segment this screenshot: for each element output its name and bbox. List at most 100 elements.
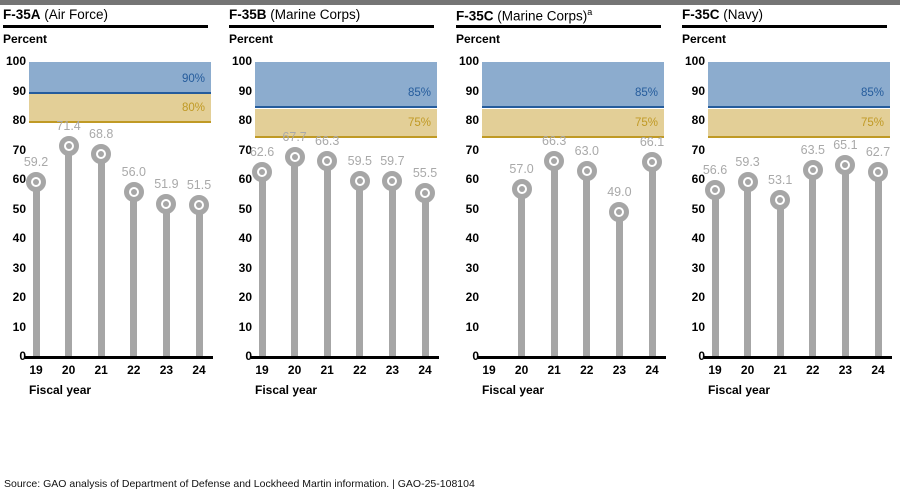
y-tick-label: 90 <box>12 83 26 98</box>
marker-center-dot <box>33 179 39 186</box>
y-tick-label: 40 <box>691 231 705 245</box>
y-tick-label: 20 <box>12 290 26 304</box>
marker-center-dot <box>875 169 881 176</box>
y-tick-label: 50 <box>691 201 705 216</box>
marker-center-dot <box>422 190 428 197</box>
y-tick-label: 80 <box>12 113 26 127</box>
panel-title-aircraft: F-35B <box>229 7 267 22</box>
lollipop-stem <box>615 212 623 357</box>
y-tick-label: 10 <box>238 319 252 334</box>
panel-title-footnote-marker: a <box>587 7 593 17</box>
panel-title-service: (Marine Corps) <box>493 8 588 24</box>
x-axis-line <box>478 356 666 359</box>
minimum-target-band-label: 75% <box>407 116 431 129</box>
x-axis-line <box>704 356 892 359</box>
y-tick-label: 80 <box>238 113 252 127</box>
x-tick-label: 22 <box>127 363 141 377</box>
x-tick-label: 20 <box>61 363 76 377</box>
data-value-label: 66.3 <box>315 134 340 149</box>
data-value-label: 67.7 <box>282 130 307 145</box>
data-value-label: 49.0 <box>607 185 632 200</box>
y-axis-title: Percent <box>456 32 501 46</box>
marker-center-dot <box>842 161 849 168</box>
lollipop-stem <box>874 172 882 357</box>
x-tick-label: 23 <box>385 363 400 377</box>
lollipop-stem <box>744 182 752 357</box>
mission-capable-rate-marker <box>349 171 370 192</box>
mission-capable-rate-marker <box>770 190 791 211</box>
x-tick-label: 24 <box>871 363 885 377</box>
data-value-label: 62.6 <box>249 145 275 160</box>
y-tick-label: 10 <box>465 319 479 334</box>
x-axis-title: Fiscal year <box>482 383 545 397</box>
y-tick-label: 90 <box>465 83 479 98</box>
x-axis-line <box>251 356 439 359</box>
data-value-label: 51.9 <box>154 176 179 191</box>
panel-title-service: (Air Force) <box>40 7 109 22</box>
y-tick-label: 70 <box>691 142 705 157</box>
marker-center-dot <box>65 143 72 150</box>
y-tick-label: 10 <box>12 319 26 334</box>
marker-center-dot <box>196 202 202 209</box>
lollipop-stem <box>711 190 719 357</box>
y-tick-label: 0 <box>698 349 705 363</box>
objective-target-band <box>29 62 211 94</box>
x-tick-label: 24 <box>418 363 432 377</box>
y-tick-label: 20 <box>691 290 705 304</box>
objective-target-band <box>255 62 437 109</box>
panel-title: F-35A (Air Force) <box>3 7 108 22</box>
lollipop-stem <box>518 188 526 357</box>
marker-center-dot <box>777 197 784 204</box>
x-axis-line <box>25 356 213 359</box>
y-tick-label: 50 <box>465 201 479 216</box>
mission-capable-rate-marker <box>609 202 630 223</box>
objective-target-band-label: 85% <box>407 87 431 100</box>
y-tick-label: 60 <box>465 172 479 186</box>
mission-capable-rate-marker <box>415 183 435 204</box>
data-value-label: 68.8 <box>89 127 114 142</box>
panel-title-aircraft: F-35C <box>456 8 494 24</box>
y-tick-label: 70 <box>238 142 252 157</box>
lollipop-stem <box>550 161 558 357</box>
data-value-label: 51.5 <box>186 178 212 193</box>
x-tick-label: 23 <box>159 363 174 377</box>
chart-panel: F-35C (Navy) Percent 85% 75% 0 10 20 30 40 50 60 70… <box>681 5 900 400</box>
y-tick-label: 0 <box>472 349 479 363</box>
objective-target-band <box>482 62 664 109</box>
panel-title: F-35B (Marine Corps) <box>229 7 360 22</box>
lollipop-stem <box>65 146 73 357</box>
data-value-label: 59.5 <box>347 154 372 169</box>
data-value-label: 59.3 <box>735 155 760 170</box>
data-value-label: 59.7 <box>380 153 405 168</box>
x-tick-label: 19 <box>482 363 496 377</box>
lollipop-stem <box>258 172 266 357</box>
x-tick-label: 19 <box>255 363 269 377</box>
y-tick-label: 70 <box>465 142 479 157</box>
mission-capable-rate-marker <box>317 151 338 172</box>
minimum-target-band-label: 75% <box>634 116 658 129</box>
y-tick-label: 20 <box>238 290 252 304</box>
x-tick-label: 19 <box>29 363 43 377</box>
data-value-label: 57.0 <box>509 161 534 176</box>
y-tick-label: 40 <box>238 231 252 245</box>
minimum-target-band <box>29 94 211 123</box>
x-tick-label: 21 <box>547 363 561 377</box>
lollipop-stem <box>809 169 817 357</box>
mission-capable-rate-marker <box>382 170 403 191</box>
x-tick-label: 20 <box>287 363 302 377</box>
chart-panel: F-35A (Air Force) Percent 90% 80% 0 10 20 30 40 5… <box>2 5 228 400</box>
marker-center-dot <box>291 154 298 161</box>
chart-panel: F-35C (Marine Corps)a Percent 85% 75% 0 10 20 3… <box>455 5 681 400</box>
marker-center-dot <box>583 168 590 175</box>
x-tick-label: 24 <box>645 363 659 377</box>
y-tick-label: 100 <box>684 54 705 68</box>
data-value-label: 65.1 <box>833 137 858 152</box>
marker-center-dot <box>616 209 623 216</box>
source-attribution: Source: GAO analysis of Department of De… <box>4 478 475 490</box>
mission-capable-rate-marker <box>642 152 662 172</box>
y-tick-label: 30 <box>12 260 26 275</box>
y-tick-label: 90 <box>238 83 252 98</box>
panel-title-underline <box>682 25 887 28</box>
y-tick-label: 0 <box>19 349 26 363</box>
y-axis-title: Percent <box>229 32 274 46</box>
